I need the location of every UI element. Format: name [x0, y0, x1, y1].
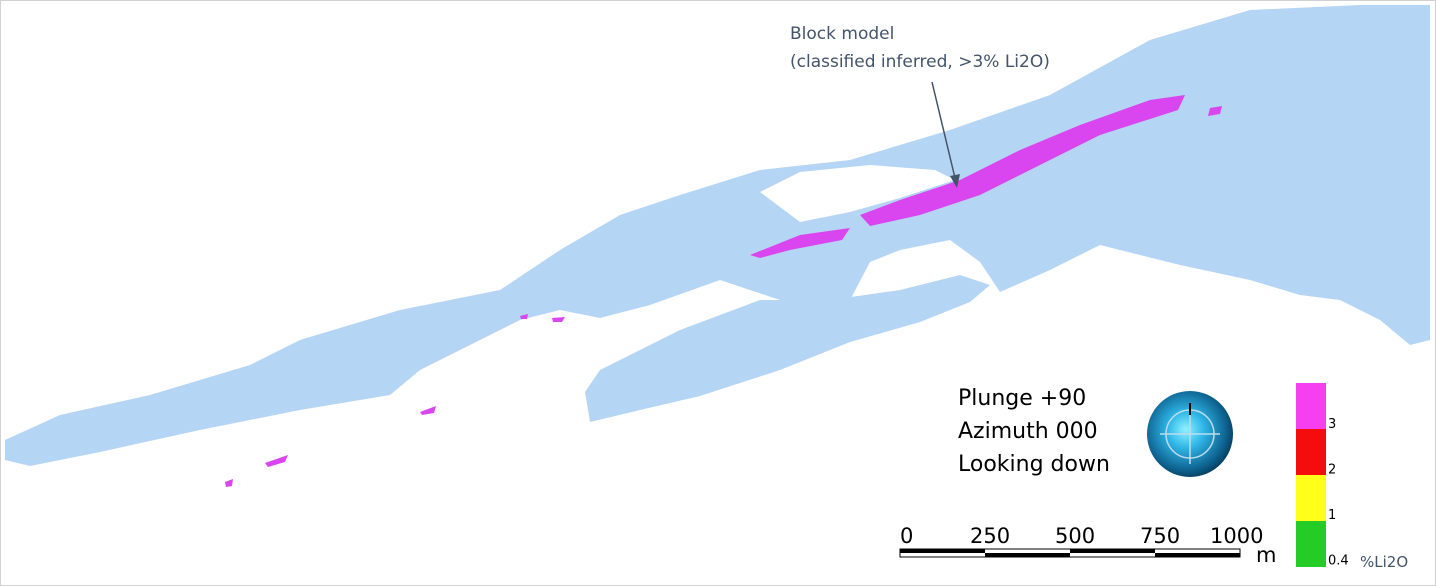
view-line: Azimuth 000	[958, 419, 1098, 444]
scale-label: 500	[1055, 524, 1095, 548]
legend-band	[1296, 429, 1326, 475]
scale-label: 1000	[1210, 524, 1263, 548]
legend-label: 0.4	[1328, 554, 1349, 569]
legend-label: 1	[1328, 508, 1336, 523]
annotation-subtitle: (classified inferred, >3% Li2O)	[790, 52, 1050, 72]
island	[760, 165, 955, 222]
legend-band	[1296, 521, 1326, 567]
scale-label: 250	[970, 524, 1010, 548]
legend-band	[1296, 475, 1326, 521]
scale-segment	[900, 549, 985, 553]
legend-unit: %Li2O	[1360, 553, 1408, 571]
view-line: Plunge +90	[958, 386, 1086, 411]
scale-label: 0	[900, 524, 913, 548]
water	[5, 5, 1430, 466]
legend: 3 2 1 0.4 %Li2O	[1296, 383, 1408, 571]
view-line: Looking down	[958, 452, 1110, 477]
arrow-head	[950, 174, 960, 188]
scale-segment	[1070, 549, 1155, 553]
block-model	[225, 95, 1222, 487]
compass	[1147, 391, 1233, 477]
scale-unit: m	[1256, 543, 1276, 567]
legend-label: 2	[1328, 463, 1336, 478]
view-info: Plunge +90 Azimuth 000 Looking down	[958, 386, 1110, 477]
legend-band	[1296, 383, 1326, 429]
legend-label: 3	[1328, 417, 1336, 432]
scale-label: 750	[1140, 524, 1180, 548]
arrow	[931, 81, 956, 179]
annotation-title: Block model	[790, 24, 894, 44]
scale-segment	[1155, 553, 1240, 557]
scale-segment	[985, 553, 1070, 557]
